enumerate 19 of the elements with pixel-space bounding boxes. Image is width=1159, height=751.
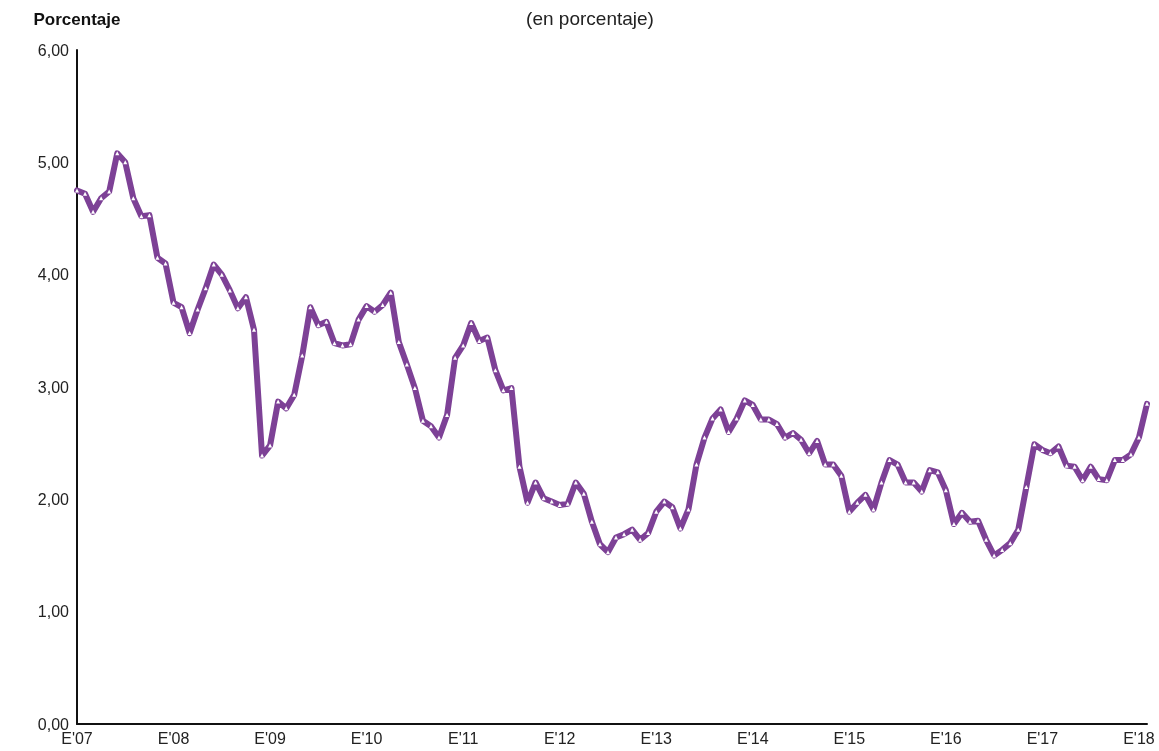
x-tick-label: E'11 [447, 729, 479, 747]
y-tick-label: 2,00 [37, 490, 70, 508]
y-axis-title: Porcentaje [33, 10, 121, 29]
x-tick-label: E'14 [737, 729, 769, 747]
x-tick-label: E'17 [1026, 729, 1059, 747]
x-tick-label: E'13 [640, 729, 673, 747]
y-tick-label: 1,00 [37, 603, 70, 621]
y-tick-label: 4,00 [37, 266, 70, 284]
x-tick-label: E'12 [543, 729, 576, 747]
x-tick-label: E'16 [930, 729, 962, 747]
x-tick-label: E'09 [254, 729, 286, 747]
x-tick-label: E'10 [350, 729, 383, 747]
chart-subtitle: (en porcentaje) [526, 8, 654, 29]
y-tick-label: 3,00 [37, 378, 70, 396]
y-tick-label: 5,00 [37, 153, 70, 171]
x-tick-label: E'15 [833, 729, 866, 747]
x-tick-label: E'18 [1123, 729, 1155, 747]
x-tick-label: E'08 [157, 729, 190, 747]
y-tick-label: 6,00 [37, 41, 70, 59]
